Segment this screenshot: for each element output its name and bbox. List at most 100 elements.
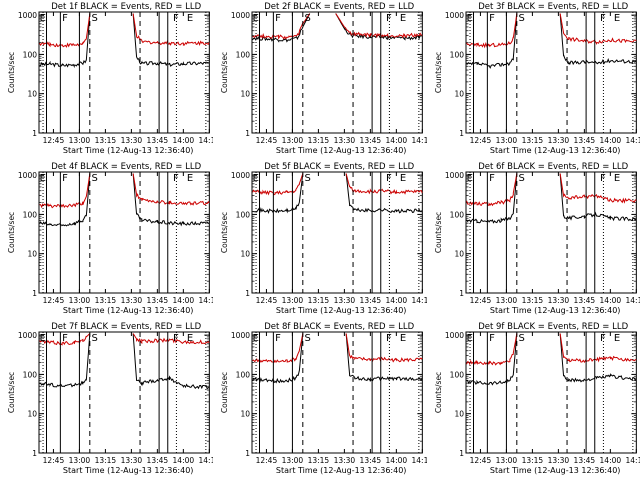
y-tick-label: 10	[454, 410, 464, 419]
region-label: E	[613, 173, 619, 184]
lld-series-line	[559, 13, 636, 46]
region-label: F	[173, 333, 179, 344]
x-tick-label: 14:00	[599, 136, 621, 145]
x-tick-label: 13:15	[95, 456, 117, 465]
y-tick-label: 1000	[231, 331, 250, 340]
x-tick-label: 13:15	[308, 456, 330, 465]
x-tick-label: 13:15	[308, 136, 330, 145]
chart-title: Det 6f BLACK = Events, RED = LLD	[478, 162, 628, 172]
region-label: E	[253, 13, 259, 24]
chart-title: Det 2f BLACK = Events, RED = LLD	[265, 2, 415, 12]
x-tick-label: 13:30	[121, 456, 143, 465]
region-label: S	[92, 173, 98, 184]
chart-title: Det 3f BLACK = Events, RED = LLD	[478, 2, 628, 12]
region-label: F	[489, 173, 495, 184]
x-tick-label: 13:00	[69, 136, 91, 145]
x-tick-label: 13:30	[334, 456, 356, 465]
x-tick-label: 13:45	[360, 136, 382, 145]
y-axis-label: Counts/sec	[220, 372, 229, 413]
region-label: F	[62, 173, 68, 184]
chart-title: Det 5f BLACK = Events, RED = LLD	[265, 162, 415, 172]
y-axis-label: Counts/sec	[434, 212, 443, 253]
plot-frame	[465, 11, 637, 134]
x-tick-label: 12:45	[43, 136, 65, 145]
events-series-line	[345, 333, 423, 383]
region-label: F	[386, 173, 392, 184]
events-series-line	[559, 13, 636, 66]
x-tick-label: 14:15	[625, 136, 640, 145]
region-label: S	[92, 13, 98, 24]
region-label: E	[613, 333, 619, 344]
lld-series-line	[335, 13, 423, 39]
region-label: E	[187, 333, 193, 344]
x-tick-label: 13:30	[547, 456, 569, 465]
plot-frame	[38, 11, 210, 134]
chart-panel: Det 7f BLACK = Events, RED = LLD 1 10 100 10…	[7, 322, 213, 475]
y-axis-label: Counts/sec	[220, 212, 229, 253]
chart-panel: Det 1f BLACK = Events, RED = LLD 1 10 100 10…	[7, 2, 213, 155]
x-tick-label: 13:15	[521, 456, 543, 465]
x-tick-label: 13:45	[360, 296, 382, 305]
region-label: E	[466, 333, 472, 344]
region-label: E	[466, 173, 472, 184]
x-axis-label: Start Time (12-Aug-13 12:36:40)	[276, 466, 407, 475]
x-tick-label: 13:00	[282, 456, 304, 465]
y-tick-label: 1000	[18, 171, 37, 180]
x-axis-label: Start Time (12-Aug-13 12:36:40)	[490, 306, 620, 315]
y-tick-label: 1000	[445, 11, 464, 20]
x-tick-label: 14:00	[173, 456, 195, 465]
lld-series-line	[39, 13, 91, 48]
events-series-line	[132, 173, 210, 227]
region-label: S	[305, 13, 311, 24]
region-label: F	[489, 333, 495, 344]
lld-series-line	[465, 333, 517, 366]
region-label: E	[400, 13, 406, 24]
x-tick-label: 14:15	[412, 456, 427, 465]
x-tick-label: 14:00	[599, 296, 621, 305]
chart-panel: Det 4f BLACK = Events, RED = LLD 1 10 100 10…	[7, 162, 213, 315]
region-label: S	[518, 333, 524, 344]
x-tick-label: 14:15	[412, 296, 427, 305]
events-series-line	[252, 173, 304, 214]
plot-frame	[465, 331, 637, 454]
lld-series-line	[132, 13, 210, 47]
region-label: E	[40, 333, 46, 344]
x-tick-label: 14:00	[599, 456, 621, 465]
events-series-line	[132, 333, 210, 390]
chart-title: Det 8f BLACK = Events, RED = LLD	[265, 322, 415, 332]
chart-title: Det 4f BLACK = Events, RED = LLD	[51, 162, 201, 172]
y-tick-label: 100	[449, 210, 464, 219]
x-tick-label: 14:00	[173, 296, 195, 305]
y-tick-label: 10	[27, 90, 37, 99]
x-axis-label: Start Time (12-Aug-13 12:36:40)	[63, 146, 194, 155]
y-tick-label: 10	[241, 250, 251, 259]
plot-frame	[38, 331, 210, 454]
region-label: E	[400, 173, 406, 184]
x-tick-label: 12:45	[256, 296, 278, 305]
x-tick-label: 12:45	[43, 456, 65, 465]
x-tick-label: 12:45	[256, 136, 278, 145]
x-tick-label: 13:15	[95, 136, 117, 145]
y-tick-label: 10	[454, 90, 464, 99]
x-axis-label: Start Time (12-Aug-13 12:36:40)	[276, 146, 407, 155]
x-tick-label: 13:15	[308, 296, 330, 305]
plot-frame	[251, 11, 424, 134]
events-series-line	[39, 333, 91, 388]
events-series-line	[345, 173, 423, 214]
x-tick-label: 13:15	[521, 296, 543, 305]
x-tick-label: 13:30	[547, 296, 569, 305]
y-tick-label: 1	[459, 289, 464, 298]
region-label: E	[466, 13, 472, 24]
x-tick-label: 13:30	[547, 136, 569, 145]
region-label: F	[62, 13, 68, 24]
region-label: F	[275, 333, 281, 344]
x-tick-label: 12:45	[256, 456, 278, 465]
region-label: S	[518, 173, 524, 184]
region-label: S	[518, 13, 524, 24]
y-tick-label: 1000	[445, 171, 464, 180]
plot-content	[39, 172, 210, 293]
x-tick-label: 13:45	[573, 456, 595, 465]
region-label: F	[600, 173, 606, 184]
region-label: F	[62, 333, 68, 344]
x-tick-label: 13:00	[495, 296, 517, 305]
